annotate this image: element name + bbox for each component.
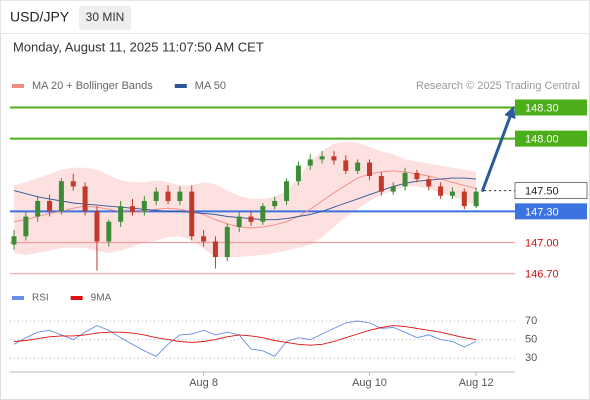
x-tick-label: Aug 8 bbox=[189, 377, 218, 389]
candle-body bbox=[70, 181, 76, 187]
candle-body bbox=[248, 216, 254, 222]
y-tick-label: 70 bbox=[525, 315, 537, 327]
candle-body bbox=[461, 191, 467, 207]
forecast-arrow bbox=[480, 105, 516, 193]
interval-box bbox=[79, 6, 131, 30]
candle-body bbox=[153, 191, 159, 201]
candle-body bbox=[355, 162, 361, 171]
candle-body bbox=[426, 179, 432, 187]
legend-swatch bbox=[12, 84, 24, 88]
level-label: 147.50 bbox=[525, 185, 559, 197]
candle-body bbox=[378, 176, 384, 192]
level-label: 147.00 bbox=[525, 237, 559, 249]
ma-line bbox=[13, 177, 477, 221]
candle-body bbox=[23, 216, 29, 237]
x-tick-label: Aug 10 bbox=[352, 377, 387, 389]
candle-body bbox=[284, 181, 290, 201]
legend-label: MA 20 + Bollinger Bands bbox=[32, 80, 153, 92]
candle-body bbox=[177, 191, 183, 201]
candle-body bbox=[343, 160, 349, 171]
credit: Research © 2025 Trading Central bbox=[416, 80, 580, 92]
legend-label: 9MA bbox=[91, 293, 112, 304]
legend-swatch bbox=[70, 296, 83, 300]
level-label-box bbox=[515, 130, 587, 147]
candle-body bbox=[260, 206, 266, 222]
level-label-box bbox=[515, 203, 587, 220]
candle-body bbox=[35, 200, 41, 217]
candle-body bbox=[130, 206, 135, 212]
candle-body bbox=[390, 186, 396, 192]
candle-body bbox=[58, 181, 64, 212]
bollinger-band bbox=[14, 141, 477, 258]
candle-body bbox=[118, 206, 124, 222]
candle-body bbox=[295, 165, 301, 182]
level-label: 147.30 bbox=[525, 206, 559, 218]
timestamp: Monday, August 11, 2025 11:07:50 AM CET bbox=[13, 39, 264, 54]
candle-body bbox=[106, 221, 112, 242]
x-tick-label: Aug 12 bbox=[459, 377, 494, 389]
candle-body bbox=[438, 186, 444, 196]
candle-body bbox=[11, 236, 17, 245]
legend-swatch bbox=[174, 84, 187, 88]
candle-body bbox=[414, 172, 420, 180]
interval: 30 MIN bbox=[86, 10, 125, 24]
symbol: USD/JPY bbox=[10, 9, 70, 25]
level-label: 148.30 bbox=[525, 102, 559, 114]
level-label-box bbox=[515, 99, 587, 116]
level-label: 146.70 bbox=[525, 269, 559, 281]
candle-body bbox=[165, 191, 171, 201]
candle-body bbox=[473, 191, 479, 207]
candle-body bbox=[212, 241, 218, 258]
y-tick-label: 50 bbox=[525, 334, 537, 346]
y-tick-label: 30 bbox=[525, 352, 537, 364]
candle-body bbox=[402, 172, 408, 187]
candle-body bbox=[331, 156, 337, 161]
candle-body bbox=[82, 186, 88, 212]
legend-label: RSI bbox=[32, 293, 49, 304]
candle-body bbox=[272, 200, 278, 207]
ma-line bbox=[13, 170, 477, 229]
candle-body bbox=[307, 159, 313, 166]
candle-body bbox=[189, 191, 195, 237]
rsi-line bbox=[13, 325, 477, 346]
rsi-line bbox=[13, 320, 477, 357]
candle-body bbox=[201, 236, 207, 242]
level-label: 148.00 bbox=[525, 134, 559, 146]
legend-swatch bbox=[12, 296, 24, 300]
candle-body bbox=[94, 211, 100, 242]
candle-body bbox=[224, 226, 230, 258]
level-label-box bbox=[514, 182, 588, 199]
candle-body bbox=[367, 162, 372, 177]
candle-body bbox=[47, 200, 53, 212]
candle-body bbox=[236, 216, 242, 227]
candle-body bbox=[141, 200, 147, 212]
candle-body bbox=[449, 191, 455, 196]
legend-label: MA 50 bbox=[195, 80, 226, 92]
candle-body bbox=[319, 156, 325, 160]
